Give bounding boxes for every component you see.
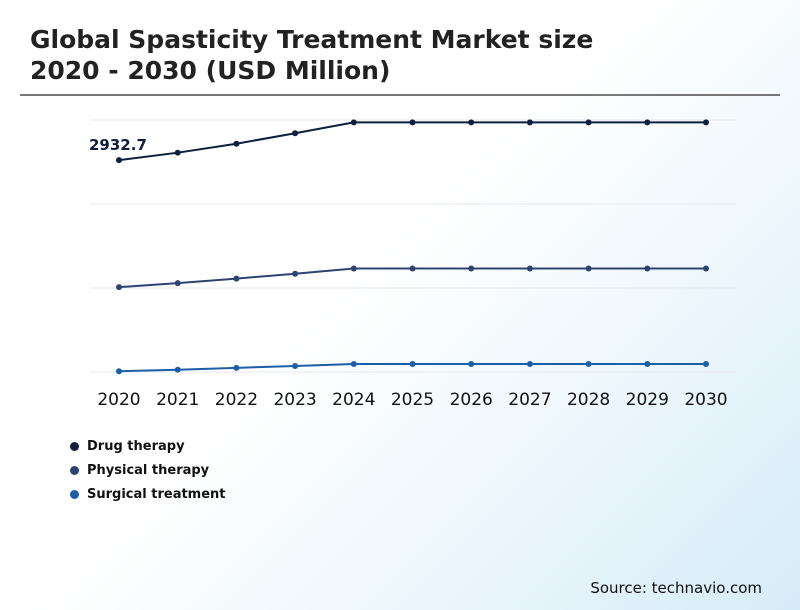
x-tick-label: 2024 — [332, 390, 375, 410]
chart-title-line-1: Global Spasticity Treatment Market size — [30, 25, 594, 54]
data-point — [644, 265, 651, 272]
x-tick-label: 2028 — [567, 390, 610, 410]
data-point — [585, 265, 592, 272]
x-tick-label: 2027 — [508, 390, 551, 410]
x-tick-label: 2021 — [156, 390, 199, 410]
data-point — [526, 119, 533, 126]
x-tick-label: 2026 — [450, 390, 493, 410]
x-tick-label: 2023 — [273, 390, 316, 410]
data-point — [409, 265, 416, 272]
legend-label-surgical-treatment: Surgical treatment — [87, 486, 226, 502]
source-credit: Source: technavio.com — [590, 579, 762, 597]
data-point — [116, 368, 122, 375]
data-point — [174, 149, 181, 156]
legend: Drug therapy Physical therapy Surgical t… — [70, 434, 226, 506]
data-point — [703, 361, 709, 368]
data-point — [174, 280, 181, 287]
legend-item-surgical-treatment: Surgical treatment — [70, 482, 226, 506]
legend-item-drug-therapy: Drug therapy — [70, 434, 226, 458]
data-point — [468, 119, 475, 126]
x-tick-label: 2030 — [684, 390, 727, 410]
data-point — [644, 361, 651, 368]
data-point — [292, 362, 299, 369]
legend-label-physical-therapy: Physical therapy — [87, 462, 210, 478]
data-point — [703, 265, 709, 272]
data-point — [585, 119, 592, 126]
legend-item-physical-therapy: Physical therapy — [70, 458, 226, 482]
data-point — [526, 361, 533, 368]
x-tick-label: 2022 — [215, 390, 258, 410]
data-point — [292, 130, 299, 137]
legend-label-drug-therapy: Drug therapy — [87, 438, 185, 454]
data-point — [233, 364, 240, 371]
legend-marker-surgical-treatment — [70, 489, 79, 499]
data-point — [644, 119, 651, 126]
chart-title-line-2: 2020 - 2030 (USD Million) — [30, 56, 391, 85]
data-point — [468, 361, 475, 368]
legend-marker-physical-therapy — [70, 465, 79, 475]
x-tick-label: 2029 — [626, 390, 669, 410]
data-point — [703, 119, 709, 126]
data-point — [350, 361, 357, 368]
data-point — [409, 119, 416, 126]
data-point — [468, 265, 475, 272]
data-point — [350, 265, 357, 272]
data-point — [233, 275, 240, 282]
title-divider — [20, 94, 780, 96]
data-point — [526, 265, 533, 272]
x-tick-label: 2025 — [391, 390, 434, 410]
chart-title: Global Spasticity Treatment Market size … — [30, 24, 593, 86]
data-point — [409, 361, 416, 368]
data-label: 2932.7 — [89, 136, 147, 154]
series-line — [118, 121, 706, 162]
data-point — [292, 270, 299, 277]
data-point — [116, 157, 122, 164]
x-tick-label: 2020 — [97, 390, 140, 410]
data-point — [116, 284, 122, 291]
data-point — [174, 366, 181, 373]
data-point — [585, 361, 592, 368]
legend-marker-drug-therapy — [70, 441, 79, 451]
data-point — [233, 140, 240, 147]
data-point — [350, 119, 357, 126]
